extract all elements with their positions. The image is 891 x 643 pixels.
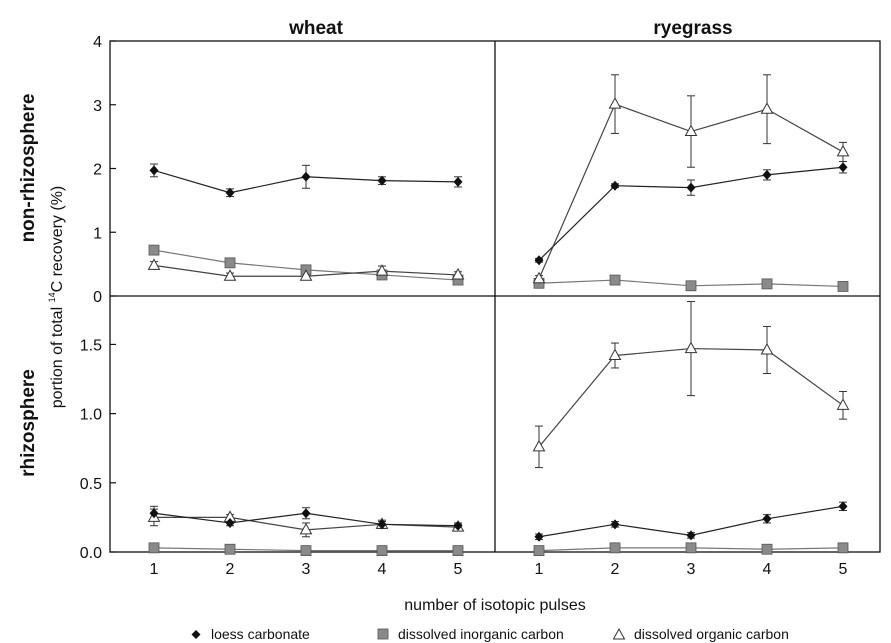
y-axis-label: portion of total 14C recovery (%) <box>47 186 66 409</box>
point-loess-wheat-non-rhizosphere-2 <box>225 187 235 198</box>
column-title-ryegrass: ryegrass <box>653 18 732 39</box>
point-loess-wheat-rhizosphere-1 <box>149 508 159 519</box>
x-tick-label-wheat-1: 1 <box>150 561 159 578</box>
point-loess-ryegrass-non-rhizosphere-2 <box>610 180 620 191</box>
y-tick-label-bottom-0.5: 0.5 <box>80 476 102 493</box>
row-title-rhizosphere: rhizosphere <box>18 369 39 477</box>
chart-marks: 0 1 2 3 4 0.0 0.5 1.0 1.5 1 2 3 4 5 1 2 3 4 5 <box>80 34 850 578</box>
legend-symbol-dissolved-inorganic-carbon <box>377 628 389 640</box>
point-doc-ryegrass-non-rhizosphere-1 <box>532 271 546 284</box>
point-doc-wheat-non-rhizosphere-2 <box>223 269 237 281</box>
point-loess-wheat-rhizosphere-3 <box>301 508 311 519</box>
point-loess-wheat-non-rhizosphere-4 <box>377 175 387 186</box>
x-tick-label-ryegrass-2: 2 <box>611 561 620 578</box>
x-tick-label-wheat-5: 5 <box>454 561 463 578</box>
point-dic-ryegrass-non-rhizosphere-5 <box>837 281 849 292</box>
x-tick-label-ryegrass-5: 5 <box>839 561 848 578</box>
point-doc-wheat-non-rhizosphere-1 <box>147 258 161 270</box>
point-loess-wheat-non-rhizosphere-1 <box>149 165 159 176</box>
point-loess-ryegrass-rhizosphere-4 <box>762 513 772 524</box>
x-tick-label-wheat-3: 3 <box>302 561 311 578</box>
point-loess-wheat-rhizosphere-4 <box>377 519 387 530</box>
x-tick-label-ryegrass-4: 4 <box>763 561 772 578</box>
point-loess-ryegrass-rhizosphere-2 <box>610 519 620 530</box>
y-tick-label-top-4: 4 <box>93 34 102 51</box>
point-doc-ryegrass-rhizosphere-5 <box>836 398 850 410</box>
point-doc-ryegrass-non-rhizosphere-4 <box>760 102 774 114</box>
point-dic-ryegrass-rhizosphere-2 <box>609 542 621 554</box>
point-loess-ryegrass-rhizosphere-5 <box>838 501 848 512</box>
y-tick-label-bottom-0.0: 0.0 <box>80 545 102 562</box>
point-doc-ryegrass-rhizosphere-3 <box>684 341 698 354</box>
x-axis-label: number of isotopic pulses <box>404 597 585 614</box>
column-title-wheat: wheat <box>288 18 344 39</box>
point-dic-wheat-rhizosphere-4 <box>376 545 388 557</box>
point-loess-ryegrass-non-rhizosphere-1 <box>534 255 544 266</box>
point-loess-ryegrass-non-rhizosphere-5 <box>838 162 848 173</box>
point-dic-wheat-rhizosphere-5 <box>452 545 464 557</box>
point-dic-wheat-non-rhizosphere-2 <box>224 257 236 269</box>
legend-symbol-loess-carbonate <box>191 630 201 639</box>
y-tick-label-top-2: 2 <box>93 162 102 179</box>
point-loess-ryegrass-non-rhizosphere-4 <box>762 169 772 180</box>
legend-label-loess-carbonate: loess carbonate <box>211 626 310 642</box>
point-doc-wheat-non-rhizosphere-3 <box>299 269 313 281</box>
point-dic-ryegrass-rhizosphere-1 <box>533 545 545 557</box>
point-loess-wheat-rhizosphere-5 <box>453 520 463 531</box>
legend-symbol-dissolved-organic-carbon <box>612 627 626 640</box>
point-dic-ryegrass-non-rhizosphere-2 <box>609 274 621 286</box>
y-tick-label-top-1: 1 <box>93 225 102 242</box>
point-dic-ryegrass-non-rhizosphere-4 <box>761 278 773 290</box>
y-tick-label-bottom-1.5: 1.5 <box>80 337 102 354</box>
point-dic-ryegrass-rhizosphere-5 <box>837 542 849 554</box>
y-tick-label-top-3: 3 <box>93 98 102 115</box>
legend-label-dissolved-inorganic-carbon: dissolved inorganic carbon <box>398 626 564 642</box>
y-tick-label-bottom-1.0: 1.0 <box>80 407 102 424</box>
point-dic-ryegrass-non-rhizosphere-3 <box>685 280 697 292</box>
point-loess-ryegrass-rhizosphere-3 <box>686 530 696 541</box>
point-dic-wheat-rhizosphere-2 <box>224 543 236 555</box>
point-doc-ryegrass-rhizosphere-1 <box>532 439 546 452</box>
point-loess-ryegrass-non-rhizosphere-3 <box>686 182 696 193</box>
x-tick-label-ryegrass-3: 3 <box>687 561 696 578</box>
point-dic-wheat-rhizosphere-3 <box>300 545 312 557</box>
y-tick-label-top-0: 0 <box>93 289 102 306</box>
point-doc-wheat-non-rhizosphere-5 <box>451 267 465 280</box>
point-loess-wheat-non-rhizosphere-3 <box>301 171 311 182</box>
point-doc-ryegrass-rhizosphere-2 <box>608 348 622 361</box>
legend-label-dissolved-organic-carbon: dissolved organic carbon <box>634 626 789 642</box>
point-loess-wheat-rhizosphere-2 <box>225 517 235 528</box>
point-doc-wheat-rhizosphere-3 <box>299 522 313 535</box>
point-doc-ryegrass-non-rhizosphere-2 <box>608 97 622 109</box>
point-doc-wheat-non-rhizosphere-4 <box>375 264 389 276</box>
x-tick-label-ryegrass-1: 1 <box>535 561 544 578</box>
point-dic-wheat-rhizosphere-1 <box>148 542 160 554</box>
legend: loess carbonate dissolved inorganic carb… <box>191 626 789 642</box>
point-dic-ryegrass-rhizosphere-4 <box>761 543 773 555</box>
x-tick-label-wheat-4: 4 <box>378 561 387 578</box>
row-title-non-rhizosphere: non-rhizosphere <box>18 94 39 243</box>
point-doc-ryegrass-non-rhizosphere-3 <box>684 124 698 137</box>
x-tick-label-wheat-2: 2 <box>226 561 235 578</box>
point-dic-wheat-non-rhizosphere-1 <box>148 244 160 256</box>
point-doc-ryegrass-non-rhizosphere-5 <box>836 144 850 157</box>
point-doc-ryegrass-rhizosphere-4 <box>760 342 774 355</box>
point-loess-wheat-non-rhizosphere-5 <box>453 176 463 187</box>
point-dic-ryegrass-rhizosphere-3 <box>685 542 697 554</box>
point-loess-ryegrass-rhizosphere-1 <box>534 531 544 542</box>
